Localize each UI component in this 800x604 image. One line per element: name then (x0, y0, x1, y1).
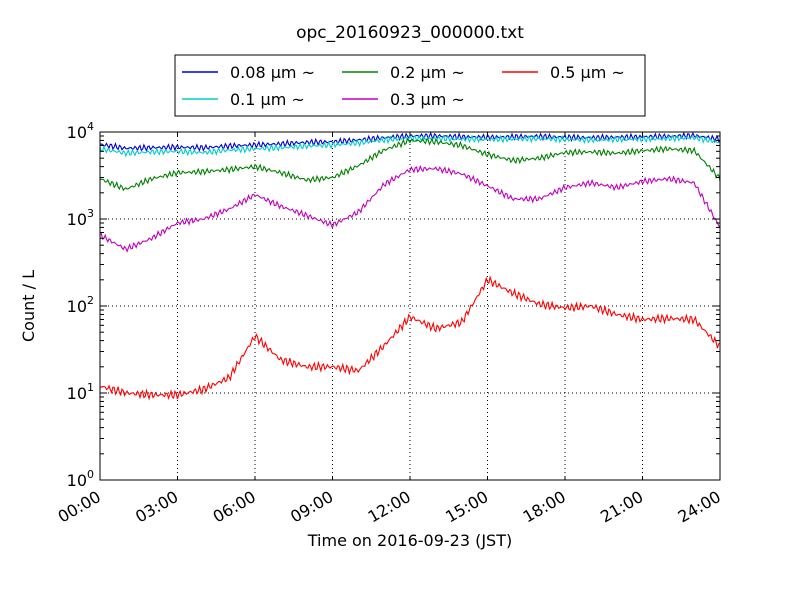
x-tick-label: 24:00 (675, 487, 724, 527)
grid (100, 132, 720, 480)
y-axis: 100 101 102 103 104 (67, 120, 720, 490)
x-tick-label: 06:00 (210, 487, 259, 527)
y-tick-label: 102 (67, 294, 94, 316)
x-tick-label: 18:00 (520, 487, 569, 527)
chart-title: opc_20160923_000000.txt (296, 23, 524, 43)
x-tick-label: 12:00 (365, 487, 414, 527)
x-tick-label: 00:00 (55, 487, 104, 527)
series-line (99, 137, 721, 192)
legend-label: 0.3 μm ~ (390, 90, 465, 109)
y-tick-label: 100 (67, 468, 94, 490)
legend-label: 0.1 μm ~ (230, 90, 305, 109)
y-tick-label: 103 (67, 207, 94, 229)
legend-frame (174, 54, 646, 117)
y-tick-label: 104 (67, 120, 94, 142)
legend-label: 0.08 μm ~ (230, 63, 315, 82)
legend-label: 0.2 μm ~ (390, 63, 465, 82)
y-axis-label: Count / L (19, 270, 38, 342)
legend-label: 0.5 μm ~ (550, 63, 625, 82)
x-tick-label: 03:00 (132, 487, 181, 527)
series-line (99, 164, 721, 253)
x-tick-label: 15:00 (442, 487, 491, 527)
x-axis: 00:00 03:00 06:00 09:00 12:00 15:00 18:00 21:00… (55, 132, 724, 527)
x-axis-label: Time on 2016-09-23 (JST) (307, 531, 512, 550)
x-tick-label: 09:00 (287, 487, 336, 527)
y-tick-label: 101 (67, 381, 94, 403)
series-line (99, 275, 721, 401)
legend: 0.08 μm ~ 0.1 μm ~ 0.2 μm ~ 0.3 μm ~ 0.5 μm … (174, 54, 646, 117)
x-tick-label: 21:00 (597, 487, 646, 527)
